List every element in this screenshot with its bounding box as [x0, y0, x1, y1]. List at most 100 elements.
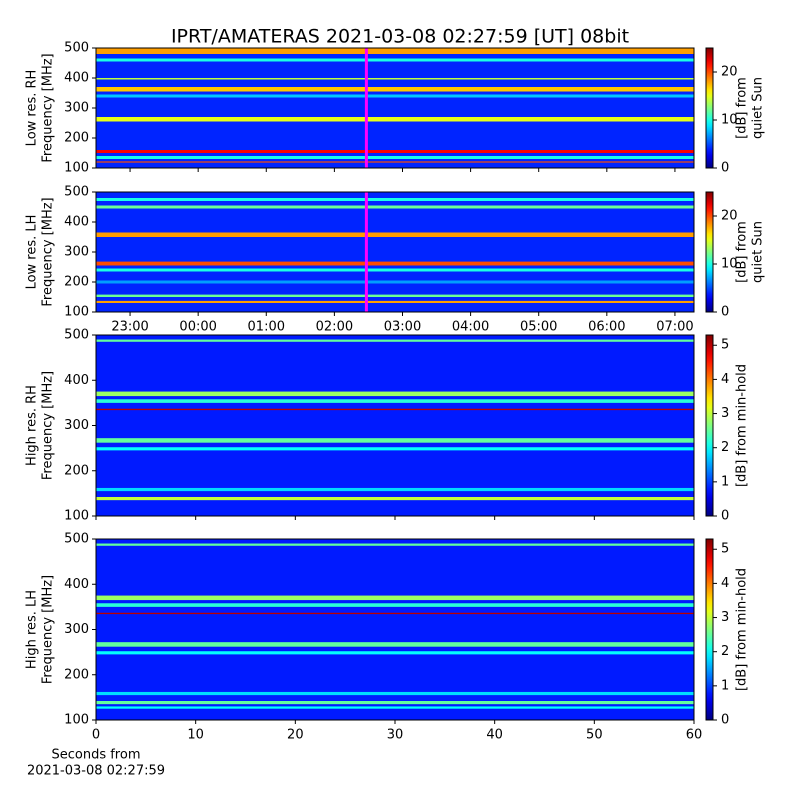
x-tick-label: 50 — [586, 728, 603, 743]
y-tick-label: 100 — [64, 305, 89, 320]
colorbar-tick-label: 20 — [721, 209, 738, 224]
heatmap-band — [96, 232, 694, 237]
heatmap-band — [96, 294, 694, 297]
heatmap-band — [96, 339, 694, 342]
x-tick-label: 06:00 — [588, 320, 625, 335]
heatmap-band — [96, 48, 694, 54]
heatmap-band — [96, 706, 694, 709]
colorbar-tick-label: 10 — [721, 257, 738, 272]
heatmap-band — [96, 447, 694, 451]
heatmap-band — [96, 117, 694, 122]
colorbar-tick-label: 4 — [721, 576, 729, 591]
x-axis-label: 2021-03-08 02:27:59 — [27, 764, 165, 779]
y-tick-label: 400 — [64, 577, 89, 592]
x-tick-label: 10 — [187, 728, 204, 743]
y-tick-label: 500 — [64, 532, 89, 547]
y-axis-label: Frequency [MHz] — [41, 197, 56, 306]
y-tick-label: 300 — [64, 101, 89, 116]
y-tick-label: 200 — [64, 275, 89, 290]
heatmap-band — [96, 205, 694, 209]
y-tick-label: 200 — [64, 463, 89, 478]
y-tick-label: 400 — [64, 71, 89, 86]
heatmap-band — [96, 391, 694, 397]
y-axis-label: Frequency [MHz] — [41, 53, 56, 162]
x-tick-label: 02:00 — [316, 320, 353, 335]
heatmap-band — [96, 408, 694, 411]
x-tick-label: 0 — [92, 728, 100, 743]
colorbar-tick-label: 0 — [721, 305, 729, 320]
y-tick-label: 200 — [64, 667, 89, 682]
colorbar-tick-label: 0 — [721, 161, 729, 176]
y-tick-label: 100 — [64, 509, 89, 524]
y-tick-label: 500 — [64, 185, 89, 200]
y-tick-label: 400 — [64, 373, 89, 388]
colorbar-tick-label: 10 — [721, 113, 738, 128]
colorbar-tick-label: 5 — [721, 542, 729, 557]
heatmap-band — [96, 603, 694, 607]
y-tick-label: 100 — [64, 161, 89, 176]
y-tick-label: 500 — [64, 41, 89, 56]
heatmap-band — [96, 94, 694, 98]
colorbar-tick-label: 1 — [721, 474, 729, 489]
y-tick-label: 200 — [64, 131, 89, 146]
colorbar-label: [dB] from — [735, 77, 750, 139]
colorbar-label: [dB] from — [735, 221, 750, 283]
x-tick-label: 60 — [686, 728, 703, 743]
x-tick-label: 05:00 — [520, 320, 557, 335]
heatmap-band — [96, 300, 694, 303]
colorbar-label: quiet Sun — [751, 221, 766, 283]
colorbar — [705, 538, 714, 721]
heatmap-band — [96, 438, 694, 443]
heatmap-band — [96, 198, 694, 201]
heatmap-band — [96, 496, 694, 501]
heatmap-band — [96, 612, 694, 615]
heatmap-band — [96, 87, 694, 92]
heatmap-background — [96, 539, 694, 720]
colorbar — [705, 191, 714, 313]
x-tick-label: 30 — [387, 728, 404, 743]
y-tick-label: 400 — [64, 215, 89, 230]
y-tick-label: 100 — [64, 713, 89, 728]
colorbar-tick-label: 0 — [721, 713, 729, 728]
heatmap-band — [96, 399, 694, 403]
x-tick-label: 04:00 — [452, 320, 489, 335]
y-axis-label: Frequency [MHz] — [41, 575, 56, 684]
x-tick-label: 23:00 — [111, 320, 148, 335]
heatmap-band — [96, 156, 694, 159]
y-tick-label: 500 — [64, 328, 89, 343]
colorbar-tick-label: 3 — [721, 406, 729, 421]
heatmap-band — [96, 543, 694, 546]
heatmap-band — [96, 78, 694, 80]
colorbar — [705, 334, 714, 517]
heatmap-band — [96, 487, 694, 492]
heatmap-background — [96, 335, 694, 516]
x-tick-label: 01:00 — [248, 320, 285, 335]
x-tick-label: 40 — [486, 728, 503, 743]
heatmap-band — [96, 268, 694, 272]
colorbar — [705, 47, 714, 169]
x-tick-label: 07:00 — [656, 320, 693, 335]
y-tick-label: 300 — [64, 418, 89, 433]
x-tick-label: 00:00 — [179, 320, 216, 335]
colorbar-tick-label: 1 — [721, 678, 729, 693]
colorbar-label: quiet Sun — [751, 77, 766, 139]
y-axis-label: Frequency [MHz] — [41, 371, 56, 480]
x-axis-label: Seconds from — [51, 748, 140, 763]
heatmap-band — [96, 595, 694, 601]
y-axis-label: High res. RH — [25, 385, 40, 466]
heatmap-band — [96, 150, 694, 153]
y-tick-label: 300 — [64, 622, 89, 637]
colorbar-tick-label: 2 — [721, 440, 729, 455]
colorbar-tick-label: 0 — [721, 509, 729, 524]
colorbar-label: [dB] from min-hold — [735, 364, 750, 487]
heatmap-band — [96, 280, 694, 284]
colorbar-tick-label: 3 — [721, 610, 729, 625]
heatmap-band — [96, 700, 694, 705]
x-tick-label: 03:00 — [384, 320, 421, 335]
colorbar-tick-label: 2 — [721, 644, 729, 659]
heatmap-band — [96, 691, 694, 696]
x-tick-label: 20 — [287, 728, 304, 743]
heatmap-band — [96, 651, 694, 655]
figure-title: IPRT/AMATERAS 2021-03-08 02:27:59 [UT] 0… — [171, 26, 629, 48]
